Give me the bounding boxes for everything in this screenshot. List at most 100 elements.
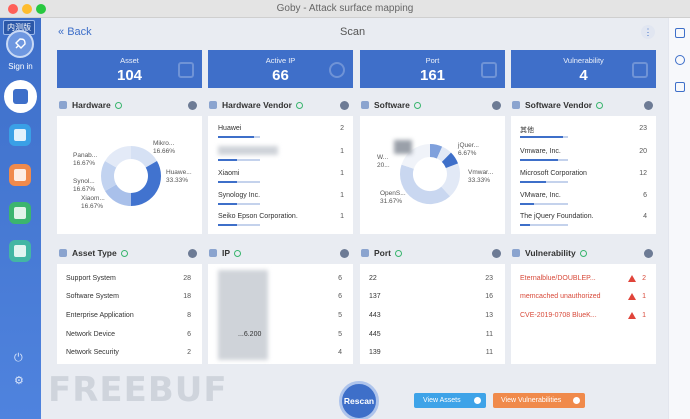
donut-slice [131, 146, 157, 168]
donut-slice [105, 184, 131, 206]
nav-extensions[interactable] [9, 240, 31, 262]
donut-slice [130, 161, 161, 206]
clock-icon[interactable] [675, 55, 685, 65]
list-item-count: 1 [340, 192, 344, 199]
nav-reports[interactable] [9, 202, 31, 224]
maximize-window-button[interactable] [36, 4, 46, 14]
view-assets-button[interactable]: View Assets [414, 393, 486, 408]
donut-label: Synol... 16.67% [73, 178, 96, 193]
stat-label: Asset [120, 56, 139, 65]
vulnerability-header: Vulnerability [512, 248, 587, 262]
port-more-arrow-icon[interactable] [492, 249, 501, 258]
list-item-label[interactable]: 137 [369, 293, 381, 300]
warning-icon [628, 293, 636, 300]
donut-label: jQuer... 6.67% [458, 142, 479, 157]
rescan-button[interactable]: Rescan [339, 381, 379, 419]
hardware-vendor-more-arrow-icon[interactable] [340, 101, 349, 110]
avatar[interactable] [6, 30, 34, 58]
list-item-label[interactable]: Microsoft Corporation [520, 170, 587, 177]
panel-title: Port [374, 248, 391, 258]
asset-type-more-arrow-icon[interactable] [188, 249, 197, 258]
stat-card-active-ip[interactable]: Active IP 66 [208, 50, 353, 88]
more-options-icon[interactable]: ⋮ [641, 25, 655, 39]
list-icon [14, 129, 26, 141]
list-item-count: 6 [338, 293, 342, 300]
list-item-label[interactable]: Software System [66, 293, 119, 300]
stat-card-vulnerability[interactable]: Vulnerability 4 [511, 50, 656, 88]
donut-label: Vmwar... 33.33% [468, 169, 494, 184]
bug-icon [512, 249, 520, 257]
list-item-label[interactable]: ...6.200 [238, 331, 262, 338]
list-item-count: 28 [183, 275, 191, 282]
donut-slice [430, 144, 443, 159]
list-item-label[interactable]: Support System [66, 275, 116, 282]
list-item-count: 16 [485, 293, 493, 300]
list-item-label[interactable]: Eternalblue/DOUBLEP... [520, 275, 596, 282]
list-item-label[interactable]: 443 [369, 312, 381, 319]
nav-assets[interactable] [9, 124, 31, 146]
list-item-label[interactable]: VMware, Inc. [520, 192, 561, 199]
list-item-bar [520, 159, 568, 161]
list-item-label[interactable]: The jQuery Foundation. [520, 213, 594, 220]
list-item-label[interactable]: Enterprise Application [66, 312, 134, 319]
minimize-window-button[interactable] [22, 4, 32, 14]
list-item-label[interactable]: Synology Inc. [218, 192, 261, 199]
back-button[interactable]: « Back [58, 26, 92, 38]
list-item-label[interactable]: Huawei [218, 125, 242, 132]
list-item-count: 11 [485, 331, 493, 338]
list-item-label[interactable]: Vmware, Inc. [520, 148, 561, 155]
check-icon [413, 102, 421, 109]
list-item-label[interactable]: 139 [369, 349, 381, 356]
list-item-label[interactable]: memcached unauthorized [520, 293, 601, 300]
list-item-count: 23 [485, 275, 493, 282]
list-item-label[interactable]: Network Security [66, 349, 119, 356]
check-icon [395, 250, 402, 257]
donut-slice [105, 146, 131, 168]
list-item-count: 8 [187, 312, 191, 319]
watermark: FREEBUF [48, 370, 228, 410]
chart-icon [14, 207, 26, 219]
list-item-bar [520, 181, 568, 183]
document-icon[interactable] [675, 82, 685, 92]
hardware-more-arrow-icon[interactable] [188, 101, 197, 110]
donut-label: W... 20... [377, 154, 390, 169]
nav-vulnerabilities[interactable] [9, 164, 31, 186]
list-item-label[interactable]: Xiaomi [218, 170, 240, 177]
right-sidebar [668, 18, 690, 419]
window-title: Goby - Attack surface mapping [276, 3, 414, 14]
list-item-label[interactable]: CVE-2019-0708 BlueK... [520, 312, 597, 319]
page-title: Scan [340, 26, 366, 38]
power-icon[interactable]: ⏻ [14, 352, 23, 364]
list-item-label[interactable]: 445 [369, 331, 381, 338]
stat-value: 4 [579, 67, 588, 84]
close-window-button[interactable] [8, 4, 18, 14]
donut-label: Panab... 16.67% [73, 152, 98, 167]
ip-panel: 6 6 5 ...6.200 5 4 [208, 264, 353, 364]
port-icon [361, 249, 369, 257]
list-item-label[interactable]: 22 [369, 275, 377, 282]
nav-scan[interactable] [4, 80, 37, 113]
stat-card-asset[interactable]: Asset 104 [57, 50, 202, 88]
list-item-label[interactable]: Seiko Epson Corporation. [218, 213, 298, 220]
software-vendor-more-arrow-icon[interactable] [644, 101, 653, 110]
sign-in-link[interactable]: Sign in [8, 62, 33, 71]
stat-card-port[interactable]: Port 161 [360, 50, 505, 88]
donut-slice [441, 152, 458, 168]
list-item-count: 1 [340, 170, 344, 177]
view-vulnerabilities-button[interactable]: View Vulnerabilities [493, 393, 585, 408]
vulnerability-more-arrow-icon[interactable] [644, 249, 653, 258]
gear-icon[interactable]: ⚙ [14, 375, 24, 387]
donut-slice [401, 144, 430, 169]
list-item-label[interactable]: 其他 [520, 127, 534, 134]
ip-more-arrow-icon[interactable] [340, 249, 349, 258]
panel-title: Software Vendor [525, 100, 593, 110]
list-item-bar [520, 203, 568, 205]
hardware-vendor-panel: Huawei 2 1 Xiaomi 1 Synology Inc. 1 Seik… [208, 116, 353, 234]
list-item-label[interactable]: Network Device [66, 331, 116, 338]
task-icon[interactable] [675, 28, 685, 38]
list-item-count: 1 [340, 213, 344, 220]
software-more-arrow-icon[interactable] [492, 101, 501, 110]
panel-title: Software [374, 100, 410, 110]
stat-value: 161 [419, 67, 446, 84]
vendor-icon [512, 101, 520, 109]
